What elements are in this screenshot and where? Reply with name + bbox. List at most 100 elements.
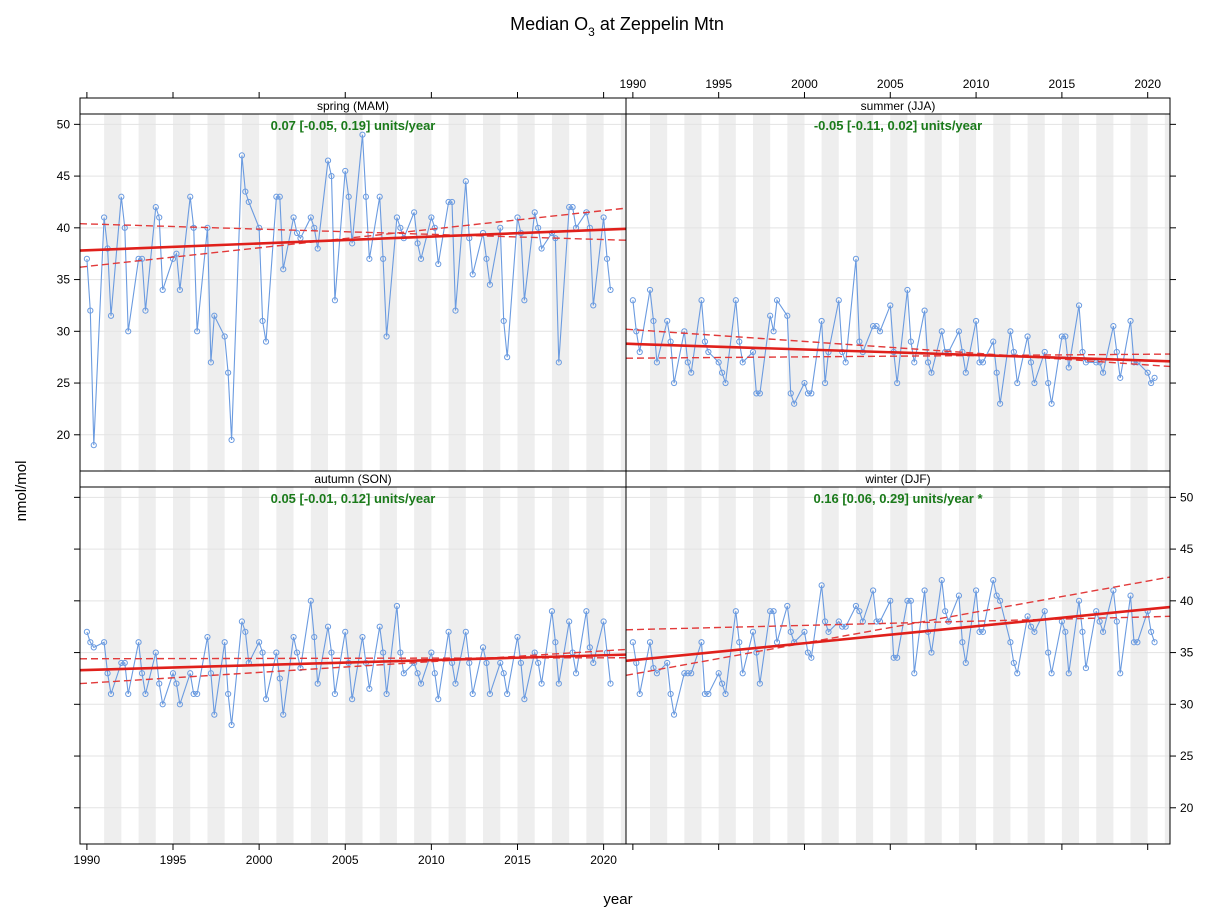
year-band — [924, 114, 942, 471]
x-tick-label: 2015 — [504, 853, 531, 867]
year-band — [924, 487, 942, 844]
series-line — [632, 579, 1156, 715]
data-point — [705, 348, 712, 356]
data-point — [997, 597, 1004, 604]
y-tick-label: 20 — [57, 428, 71, 442]
y-tick-label: 50 — [57, 117, 71, 131]
data-point — [435, 696, 442, 703]
x-axis-label: year — [603, 891, 632, 908]
data-point — [681, 670, 688, 677]
data-point — [101, 214, 108, 221]
x-tick-label: 2005 — [332, 853, 359, 867]
data-point — [142, 690, 149, 698]
data-point — [393, 602, 401, 610]
year-band — [821, 114, 839, 471]
data-point — [873, 618, 880, 625]
year-band — [448, 487, 466, 844]
panel-plot-area — [80, 487, 626, 844]
data-point — [993, 369, 1000, 376]
x-tick-label: 2020 — [590, 853, 617, 867]
data-point — [607, 286, 614, 294]
data-point — [256, 224, 263, 231]
data-point — [808, 390, 815, 397]
data-point — [1041, 608, 1048, 615]
y-tick-label: 35 — [1180, 646, 1194, 660]
data-point — [280, 711, 287, 718]
data-point — [842, 359, 849, 366]
data-point — [911, 359, 918, 366]
y-tick-label: 30 — [1180, 697, 1194, 711]
data-point — [753, 390, 760, 397]
data-point — [359, 633, 366, 641]
data-point — [452, 307, 459, 314]
data-point — [979, 628, 987, 635]
year-band — [1027, 487, 1045, 844]
x-tick-label: 2010 — [418, 853, 445, 867]
data-point — [590, 302, 597, 309]
panel-3: winter (DJF) 0.16 [0.06, 0.29] units/year… — [625, 470, 1171, 845]
data-point — [873, 323, 880, 330]
data-point — [1110, 323, 1117, 330]
data-point — [972, 587, 980, 594]
data-point — [670, 711, 678, 718]
data-point — [107, 690, 115, 698]
year-band — [551, 487, 570, 844]
data-point — [324, 623, 332, 630]
panel-2: autumn (SON) 0.05 [-0.01, 0.12] units/yea… — [79, 470, 627, 845]
data-point — [876, 328, 884, 335]
data-point — [376, 623, 383, 630]
year-band — [310, 487, 329, 844]
data-point — [852, 602, 860, 610]
data-point — [83, 628, 90, 635]
data-point — [483, 255, 490, 262]
data-point — [1148, 379, 1155, 387]
data-point — [739, 359, 746, 366]
data-point — [535, 659, 542, 667]
data-point — [684, 359, 691, 366]
y-tick-label: 20 — [1180, 801, 1194, 815]
data-point — [801, 379, 808, 387]
trend-line — [80, 227, 626, 252]
data-point — [852, 255, 860, 262]
data-point — [821, 618, 829, 625]
x-tick-label: 2005 — [877, 77, 904, 91]
year-band — [684, 114, 702, 471]
data-point — [894, 654, 901, 661]
data-point — [670, 379, 678, 387]
data-point — [1048, 400, 1055, 407]
data-point — [1031, 628, 1038, 635]
data-point — [600, 214, 607, 221]
year-band — [586, 487, 604, 844]
panel-frame — [625, 486, 1171, 845]
data-point — [1079, 628, 1086, 635]
trend-ci-upper — [80, 222, 626, 241]
data-point — [646, 286, 654, 294]
x-tick-label: 1995 — [160, 853, 187, 867]
data-point — [462, 628, 469, 635]
data-point — [187, 670, 194, 677]
data-point — [142, 307, 149, 314]
data-point — [636, 348, 643, 356]
trend-annotation: -0.05 [-0.11, 0.02] units/year — [814, 118, 982, 133]
data-point — [629, 639, 636, 646]
data-point — [767, 608, 774, 615]
data-point — [342, 167, 349, 175]
data-point — [431, 224, 438, 231]
trend-ci-lower — [626, 353, 1170, 359]
data-point — [314, 245, 321, 252]
panels-layer: spring (MAM) 0.07 [-0.05, 0.19] units/yea… — [79, 97, 1171, 845]
data-point — [719, 680, 726, 687]
data-point — [228, 721, 235, 729]
data-point — [256, 639, 263, 646]
trend-annotation: 0.05 [-0.01, 0.12] units/year — [271, 491, 436, 506]
data-point — [290, 214, 297, 221]
data-point — [1048, 670, 1055, 677]
x-tick-label: 2000 — [791, 77, 818, 91]
data-point — [383, 333, 390, 340]
data-point — [955, 592, 963, 599]
data-point — [479, 644, 487, 651]
data-point — [942, 608, 949, 615]
year-band — [1096, 487, 1114, 844]
data-point — [804, 390, 812, 397]
